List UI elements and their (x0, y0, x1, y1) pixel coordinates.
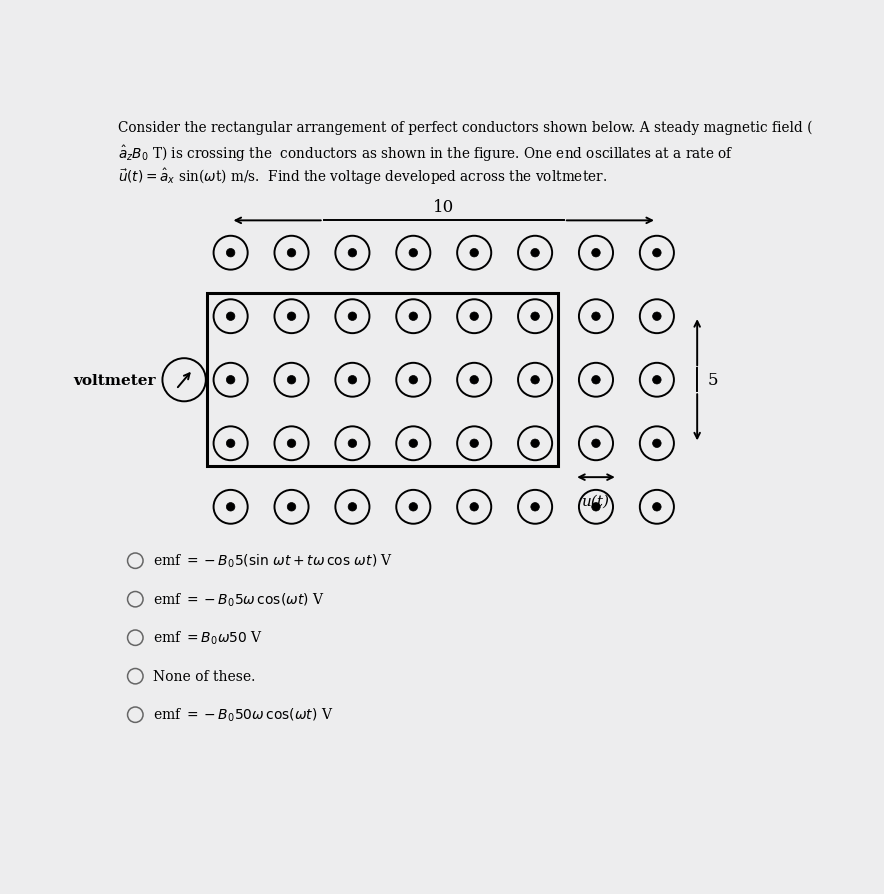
Circle shape (652, 313, 661, 321)
Circle shape (530, 503, 539, 511)
Circle shape (409, 249, 417, 257)
Circle shape (530, 313, 539, 321)
Text: emf $= B_0\omega 50$ V: emf $= B_0\omega 50$ V (153, 629, 263, 646)
Circle shape (348, 249, 356, 257)
Circle shape (226, 503, 235, 511)
Circle shape (591, 503, 600, 511)
Circle shape (287, 249, 296, 257)
Circle shape (591, 376, 600, 384)
Circle shape (591, 249, 600, 257)
Circle shape (530, 440, 539, 448)
Bar (208, 294, 559, 467)
Circle shape (226, 313, 235, 321)
Circle shape (470, 249, 478, 257)
Circle shape (652, 249, 661, 257)
Circle shape (470, 376, 478, 384)
Circle shape (591, 313, 600, 321)
Circle shape (348, 440, 356, 448)
Circle shape (226, 376, 235, 384)
Text: None of these.: None of these. (153, 670, 255, 683)
Text: emf $= -B_0 5\omega\,\cos(\omega t)$ V: emf $= -B_0 5\omega\,\cos(\omega t)$ V (153, 591, 324, 608)
Text: $\hat{a}_z B_0$ T) is crossing the  conductors as shown in the figure. One end o: $\hat{a}_z B_0$ T) is crossing the condu… (118, 143, 734, 164)
Circle shape (348, 376, 356, 384)
Circle shape (226, 440, 235, 448)
Circle shape (652, 376, 661, 384)
Text: emf $= -B_0 50\omega\,\cos(\omega t)$ V: emf $= -B_0 50\omega\,\cos(\omega t)$ V (153, 706, 333, 723)
Circle shape (652, 440, 661, 448)
Circle shape (530, 376, 539, 384)
Text: Consider the rectangular arrangement of perfect conductors shown below. A steady: Consider the rectangular arrangement of … (118, 121, 812, 135)
Text: emf $= -B_0 5(\sin\,\omega t + t\omega\,\cos\,\omega t)$ V: emf $= -B_0 5(\sin\,\omega t + t\omega\,… (153, 552, 393, 569)
Circle shape (470, 313, 478, 321)
Circle shape (652, 503, 661, 511)
Circle shape (409, 503, 417, 511)
Circle shape (409, 376, 417, 384)
Circle shape (287, 503, 296, 511)
Circle shape (591, 440, 600, 448)
Circle shape (348, 503, 356, 511)
Text: voltmeter: voltmeter (73, 374, 156, 387)
Circle shape (287, 313, 296, 321)
Circle shape (348, 313, 356, 321)
Text: 5: 5 (708, 372, 719, 389)
Text: u(t): u(t) (582, 494, 610, 509)
Circle shape (409, 313, 417, 321)
Text: 10: 10 (433, 198, 454, 215)
Circle shape (287, 440, 296, 448)
Text: $\vec{u}(t) = \hat{a}_x$ sin($\omega$t) m/s.  Find the voltage developed across : $\vec{u}(t) = \hat{a}_x$ sin($\omega$t) … (118, 166, 607, 187)
Circle shape (409, 440, 417, 448)
Circle shape (287, 376, 296, 384)
Circle shape (530, 249, 539, 257)
Circle shape (470, 440, 478, 448)
Circle shape (470, 503, 478, 511)
Circle shape (226, 249, 235, 257)
